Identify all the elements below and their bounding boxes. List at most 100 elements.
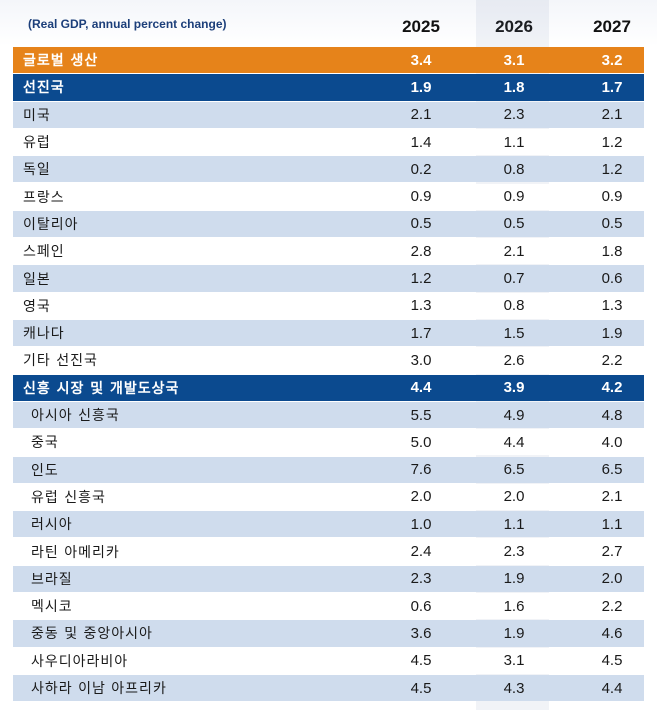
- value-2025: 2.8: [410, 242, 432, 260]
- value-2025: 1.0: [410, 515, 432, 533]
- value-2026: 1.6: [503, 597, 525, 615]
- value-2027: 4.5: [601, 652, 623, 670]
- value-2025: 2.0: [410, 488, 432, 506]
- value-2025: 4.5: [410, 679, 432, 697]
- value-2025: 0.6: [410, 597, 432, 615]
- table-row: 일본 1.2 0.7 0.6: [13, 265, 644, 292]
- table-row: 미국 2.1 2.3 2.1: [13, 101, 644, 128]
- value-2026: 1.5: [503, 324, 525, 342]
- table-row: 글로벌 생산 3.4 3.1 3.2: [13, 47, 644, 74]
- value-2026: 0.8: [503, 297, 525, 315]
- table-row: 기타 선진국 3.0 2.6 2.2: [13, 347, 644, 374]
- value-2025: 3.0: [410, 351, 432, 369]
- row-label: 아시아 신흥국: [31, 408, 120, 425]
- value-2027: 4.6: [601, 624, 623, 642]
- row-label: 기타 선진국: [23, 353, 98, 370]
- value-2027: 1.8: [601, 242, 623, 260]
- row-label: 독일: [23, 162, 51, 179]
- value-2025: 0.2: [410, 160, 432, 178]
- row-label: 라틴 아메리카: [31, 544, 120, 561]
- value-2027: 0.9: [601, 188, 623, 206]
- row-label: 사하라 이남 아프리카: [31, 681, 167, 698]
- table-row: 러시아 1.0 1.1 1.1: [13, 511, 644, 538]
- table-row: 스페인 2.8 2.1 1.8: [13, 238, 644, 265]
- row-label: 중동 및 중앙아시아: [31, 626, 153, 643]
- value-2025: 1.3: [410, 297, 432, 315]
- value-2025: 3.6: [410, 624, 432, 642]
- table-row: 프랑스 0.9 0.9 0.9: [13, 183, 644, 210]
- value-2027: 1.7: [601, 78, 623, 96]
- year-2027: 2027: [593, 17, 631, 36]
- row-label: 유럽: [23, 135, 51, 152]
- value-2026: 0.8: [503, 160, 525, 178]
- value-2025: 1.4: [410, 133, 432, 151]
- value-2027: 2.0: [601, 570, 623, 588]
- value-2027: 1.2: [601, 133, 623, 151]
- value-2026: 1.1: [503, 515, 525, 533]
- value-2027: 1.2: [601, 160, 623, 178]
- value-2027: 1.3: [601, 297, 623, 315]
- value-2025: 2.3: [410, 570, 432, 588]
- row-label: 선진국: [23, 80, 65, 97]
- value-2025: 1.7: [410, 324, 432, 342]
- row-label: 멕시코: [31, 599, 73, 616]
- row-label: 스페인: [23, 244, 65, 261]
- value-2025: 4.4: [410, 379, 432, 397]
- value-2026: 2.3: [503, 106, 525, 124]
- value-2027: 3.2: [601, 51, 623, 69]
- value-2025: 0.9: [410, 188, 432, 206]
- value-2026: 3.1: [503, 652, 525, 670]
- unit-label: (Real GDP, annual percent change): [28, 17, 227, 31]
- value-2025: 2.4: [410, 543, 432, 561]
- table-row: 신흥 시장 및 개발도상국 4.4 3.9 4.2: [13, 374, 644, 401]
- value-2026: 4.4: [503, 433, 525, 451]
- row-label: 유럽 신흥국: [31, 489, 106, 506]
- value-2026: 1.1: [503, 133, 525, 151]
- table-row: 선진국 1.9 1.8 1.7: [13, 74, 644, 101]
- value-2026: 1.9: [503, 570, 525, 588]
- table-row: 캐나다 1.7 1.5 1.9: [13, 320, 644, 347]
- row-label: 중국: [31, 435, 59, 452]
- row-label: 캐나다: [23, 326, 65, 343]
- table-row: 영국 1.3 0.8 1.3: [13, 292, 644, 319]
- value-2026: 2.3: [503, 543, 525, 561]
- value-2025: 2.1: [410, 106, 432, 124]
- table-row: 아시아 신흥국 5.5 4.9 4.8: [13, 401, 644, 429]
- table-row: 독일 0.2 0.8 1.2: [13, 156, 644, 183]
- value-2026: 4.9: [503, 406, 525, 424]
- row-label: 글로벌 생산: [23, 53, 99, 70]
- value-2026: 1.8: [503, 78, 525, 96]
- value-2026: 0.5: [503, 215, 525, 233]
- value-2026: 3.1: [503, 51, 525, 69]
- table-row: 멕시코 0.6 1.6 2.2: [13, 593, 644, 620]
- value-2027: 4.2: [601, 379, 623, 397]
- value-2027: 0.6: [601, 270, 623, 288]
- year-2025: 2025: [402, 17, 440, 36]
- value-2027: 4.0: [601, 433, 623, 451]
- value-2026: 2.1: [503, 242, 525, 260]
- row-label: 러시아: [31, 517, 73, 534]
- value-2026: 0.7: [503, 270, 525, 288]
- year-2026: 2026: [495, 17, 533, 36]
- value-2027: 4.4: [601, 679, 623, 697]
- table-row: 중동 및 중앙아시아 3.6 1.9 4.6: [13, 620, 644, 647]
- value-2027: 1.9: [601, 324, 623, 342]
- value-2026: 4.3: [503, 679, 525, 697]
- value-2026: 1.9: [503, 624, 525, 642]
- value-2027: 4.8: [601, 406, 623, 424]
- table-header: (Real GDP, annual percent change) 2025 2…: [0, 0, 657, 46]
- value-2026: 3.9: [503, 379, 525, 397]
- row-label: 이탈리아: [23, 216, 79, 233]
- value-2025: 5.0: [410, 433, 432, 451]
- value-2026: 6.5: [503, 461, 525, 479]
- value-2025: 7.6: [410, 461, 432, 479]
- table-row: 사하라 이남 아프리카 4.5 4.3 4.4: [13, 674, 644, 702]
- table-row: 유럽 신흥국 2.0 2.0 2.1: [13, 483, 644, 511]
- value-2027: 0.5: [601, 215, 623, 233]
- row-label: 영국: [23, 298, 51, 315]
- value-2027: 1.1: [601, 515, 623, 533]
- row-label: 사우디아라비아: [31, 653, 129, 670]
- value-2026: 2.0: [503, 488, 525, 506]
- table-row: 브라질 2.3 1.9 2.0: [13, 565, 644, 592]
